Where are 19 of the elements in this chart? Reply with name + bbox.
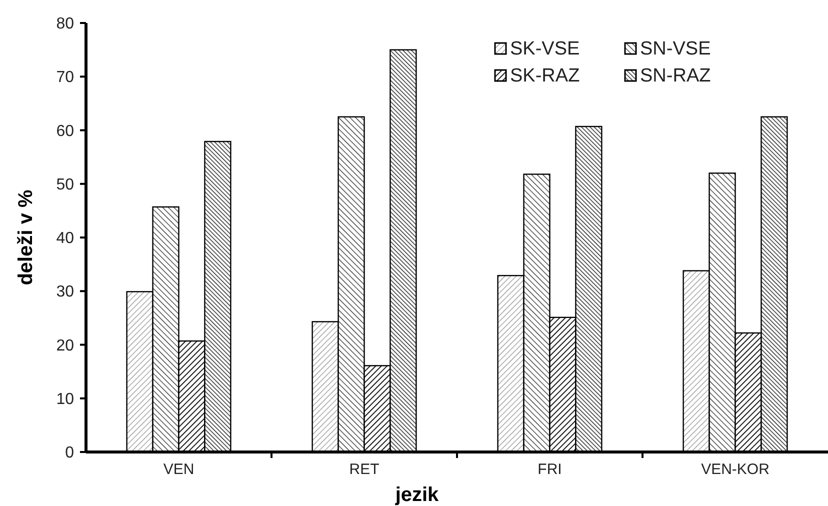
y-tick-label: 10 bbox=[56, 390, 74, 408]
x-tick-label: FRI bbox=[538, 461, 562, 478]
y-tick-label: 30 bbox=[56, 284, 74, 301]
legend-label: SK-VSE bbox=[510, 38, 580, 60]
x-tick-label: RET bbox=[349, 461, 380, 478]
x-tick-label: VEN bbox=[163, 461, 194, 478]
x-axis-title: jezik bbox=[394, 484, 440, 506]
y-tick-label: 0 bbox=[65, 444, 74, 462]
x-tick-label: VEN-KOR bbox=[701, 461, 770, 478]
y-axis-title: deleži v % bbox=[15, 189, 37, 286]
y-tick-label: 50 bbox=[56, 176, 74, 194]
y-tick-label: 80 bbox=[56, 16, 74, 33]
y-tick-label: 40 bbox=[56, 230, 74, 248]
y-tick-label: 20 bbox=[56, 337, 74, 354]
legend-label: SN-RAZ bbox=[640, 66, 712, 87]
y-tick-label: 70 bbox=[56, 69, 74, 86]
legend-label: SN-VSE bbox=[640, 38, 711, 60]
y-tick-label: 60 bbox=[56, 122, 74, 140]
legend-label: SK-RAZ bbox=[510, 66, 580, 87]
